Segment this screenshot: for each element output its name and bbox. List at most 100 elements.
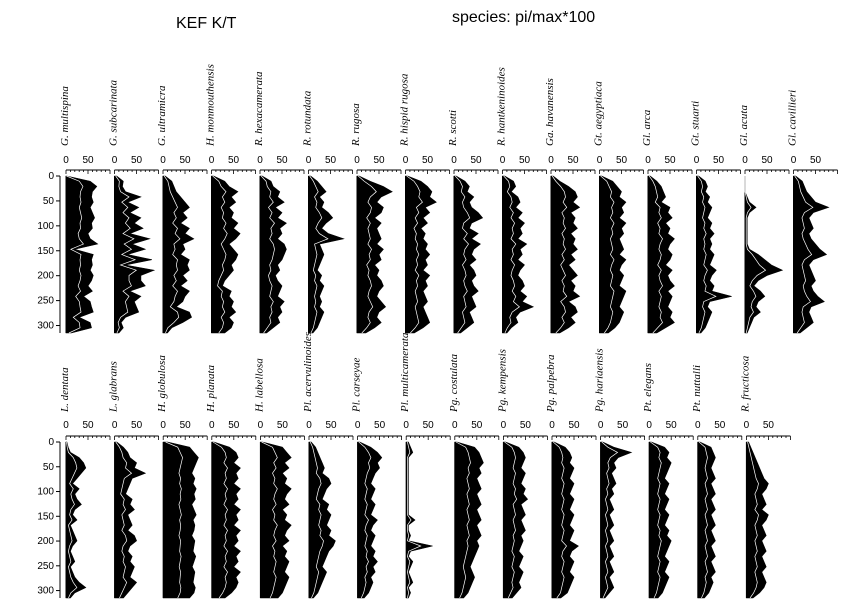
species-inner-line	[163, 175, 181, 334]
depth-tick-label: 0	[48, 437, 54, 448]
species-panel: Gl. cavillieri 0 50	[787, 90, 838, 334]
species-panel: Pl. multicamerata 0 50	[399, 332, 451, 599]
species-panel: R. scotti 0 50	[447, 110, 499, 334]
species-inner-line	[261, 441, 278, 599]
species-panel: Gl. acuta 0 50	[738, 105, 790, 334]
scale-tick-label: 0	[209, 155, 215, 166]
scale-tick-label: 50	[276, 155, 288, 166]
species-inner-line	[358, 441, 372, 599]
species-panel: Gl. arca 0 50	[641, 109, 693, 334]
species-panel: G. ultramicra 0 50	[156, 85, 208, 334]
species-inner-line	[794, 175, 814, 334]
species-label: R. fructicosa	[739, 355, 751, 413]
species-inner-line	[260, 175, 275, 334]
species-abundance-area	[550, 175, 581, 334]
species-panel: Gt. stuarti 0 50	[690, 101, 741, 334]
scale-tick-label: 50	[373, 155, 385, 166]
species-label: L. glabrans	[108, 361, 120, 413]
depth-tick-label: 200	[37, 271, 54, 282]
scale-tick-label: 0	[695, 420, 701, 431]
depth-axis: 0 50 100 150 200 250 300	[37, 171, 61, 333]
species-inner-line	[648, 175, 663, 334]
species-inner-line	[406, 175, 423, 334]
scale-tick-label: 50	[374, 420, 386, 431]
species-label: L. dentata	[59, 367, 71, 413]
scale-tick-label: 50	[471, 420, 483, 431]
species-inner-line	[66, 441, 78, 599]
species-abundance-area	[260, 441, 292, 599]
depth-tick-label: 200	[37, 536, 54, 547]
species-abundance-area	[357, 441, 383, 599]
scale-tick-label: 50	[422, 155, 434, 166]
scale-tick-label: 50	[664, 155, 676, 166]
species-panel: H. monmouthensis 0 50	[205, 64, 256, 334]
scale-tick-label: 0	[258, 420, 264, 431]
scale-tick-label: 0	[597, 155, 603, 166]
scale-tick-label: 50	[714, 420, 726, 431]
species-label: Pl. multicamerata	[399, 332, 411, 413]
scale-tick-label: 0	[160, 420, 166, 431]
species-label: H. labellosa	[253, 358, 265, 413]
species-abundance-area	[405, 175, 437, 334]
scale-tick-label: 0	[403, 155, 409, 166]
species-label: G. subcarinata	[108, 80, 120, 147]
scale-tick-label: 50	[131, 420, 143, 431]
species-label: R. scotti	[447, 110, 459, 147]
species-inner-line	[503, 175, 521, 334]
species-inner-line	[744, 176, 767, 334]
species-inner-line	[165, 441, 183, 599]
species-label: G. ultramicra	[156, 85, 168, 146]
species-inner-line	[115, 441, 133, 599]
species-abundance-area	[65, 441, 87, 599]
depth-tick-label: 300	[37, 586, 54, 597]
depth-tick-label: 150	[37, 246, 54, 257]
species-inner-line	[309, 441, 324, 599]
depth-tick-label: 100	[37, 221, 54, 232]
scale-tick-label: 50	[713, 155, 725, 166]
scale-tick-label: 0	[112, 420, 118, 431]
species-label: Pg. palpebra	[545, 354, 557, 413]
depth-axis: 0 50 100 150 200 250 300	[37, 437, 61, 598]
species-panel: Pt. elegans 0 50	[642, 363, 694, 599]
scale-tick-label: 50	[82, 155, 94, 166]
species-panel: R. hispid rugosa 0 50	[399, 73, 450, 334]
scale-tick-label: 0	[354, 155, 360, 166]
scale-tick-label: 0	[548, 155, 554, 166]
scale-tick-label: 50	[567, 155, 579, 166]
species-panel: R. rotundata 0 50	[302, 90, 353, 334]
species-panel: Pg. palpebra 0 50	[545, 354, 597, 599]
species-panel: H. labellosa 0 50	[253, 358, 305, 599]
species-abundance-area	[162, 175, 195, 334]
species-panel: G. multispina 0 50	[59, 86, 111, 334]
species-label: Pg. costulata	[448, 353, 460, 413]
species-inner-line	[552, 441, 567, 599]
scale-tick-label: 50	[761, 155, 773, 166]
scale-tick-label: 0	[306, 155, 312, 166]
species-panel: Pg. costulata 0 50	[448, 353, 500, 599]
scale-tick-label: 50	[568, 420, 580, 431]
chart-title: KEF K/T	[176, 15, 237, 32]
species-panel: L. dentata 0 50	[59, 367, 111, 599]
scale-tick-label: 50	[179, 155, 191, 166]
scale-tick-label: 0	[209, 420, 215, 431]
scale-tick-label: 0	[160, 155, 166, 166]
species-label: Gl. cavillieri	[787, 90, 799, 146]
species-label: Pt. elegans	[642, 363, 654, 413]
scale-tick-label: 0	[501, 420, 507, 431]
depth-tick-label: 250	[37, 296, 54, 307]
species-abundance-area	[503, 441, 529, 599]
species-label: H. globulosa	[156, 355, 168, 413]
species-inner-line	[551, 175, 568, 334]
species-inner-line	[454, 175, 471, 334]
scale-tick-label: 0	[744, 420, 750, 431]
species-label: R. hantkeninoides	[496, 67, 508, 147]
species-label: R. rotundata	[302, 90, 314, 147]
scale-tick-label: 50	[325, 155, 337, 166]
scale-tick-label: 0	[694, 155, 700, 166]
depth-tick-label: 0	[48, 171, 54, 182]
scale-tick-label: 50	[617, 420, 629, 431]
species-label: Gl. arca	[641, 109, 653, 146]
species-label: Gl. acuta	[738, 105, 750, 146]
scale-tick-label: 50	[470, 155, 482, 166]
species-label: G. multispina	[59, 86, 71, 146]
